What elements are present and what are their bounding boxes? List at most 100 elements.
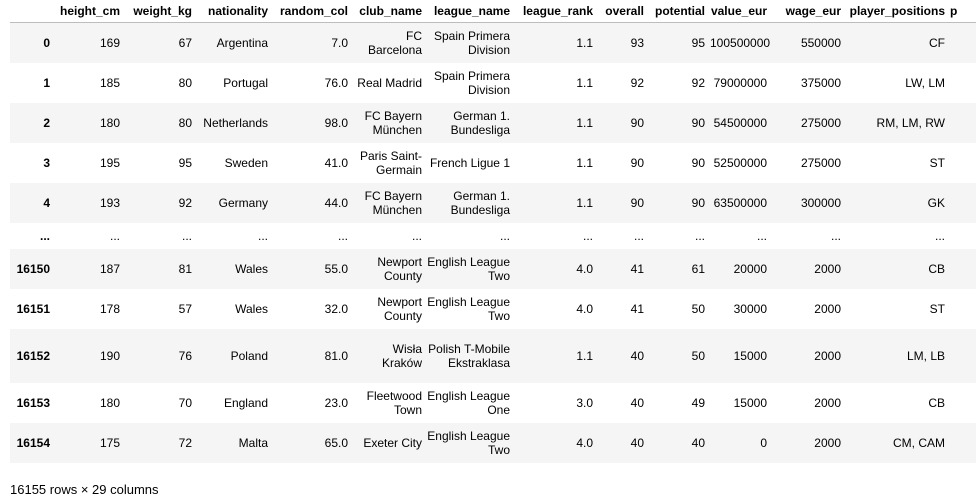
table-cell: 50 xyxy=(691,349,705,363)
table-row: 3 195 95 Sweden 41.0 Paris Saint-Germain Frenc… xyxy=(10,143,976,183)
table-cell: 63500000 xyxy=(713,196,767,210)
table-cell: 275000 xyxy=(800,116,841,130)
table-cell: 3.0 xyxy=(576,396,593,410)
table-row: 16154 175 72 Malta 65.0 Exeter City English Le… xyxy=(10,423,976,463)
table-cell: 1.1 xyxy=(576,116,593,130)
table-cell: 70 xyxy=(178,396,192,410)
table-cell: Paris Saint-Germain xyxy=(359,149,422,177)
row-index: 4 xyxy=(43,196,50,210)
table-cell: English League Two xyxy=(427,295,510,323)
table-cell: Malta xyxy=(238,436,268,450)
table-cell: 90 xyxy=(630,196,644,210)
table-cell-truncated xyxy=(948,143,976,183)
column-header: height_cm xyxy=(53,0,123,23)
dataframe-table: height_cm weight_kg nationality random_c… xyxy=(10,0,976,463)
table-cell: 1.1 xyxy=(576,76,593,90)
table-cell: German 1. Bundesliga xyxy=(450,109,510,137)
table-cell: Real Madrid xyxy=(357,76,422,90)
table-cell: 175 xyxy=(99,436,120,450)
table-cell: Wales xyxy=(235,262,268,276)
column-header: wage_eur xyxy=(770,0,844,23)
table-cell-truncated xyxy=(948,329,976,383)
table-cell: 92 xyxy=(691,76,705,90)
row-index: 3 xyxy=(43,156,50,170)
table-row: ....................................... xyxy=(10,223,976,249)
table-cell: 40 xyxy=(630,349,644,363)
column-header: nationality xyxy=(195,0,271,23)
table-cell: 40 xyxy=(630,396,644,410)
table-cell: 187 xyxy=(99,262,120,276)
column-header: value_eur xyxy=(708,0,770,23)
table-cell: English League Two xyxy=(427,255,510,283)
table-cell: 90 xyxy=(630,156,644,170)
row-index: 16151 xyxy=(16,302,50,316)
table-cell: 1.1 xyxy=(576,36,593,50)
table-cell-truncated xyxy=(948,23,976,64)
row-index: 0 xyxy=(43,36,50,50)
dataframe-container: height_cm weight_kg nationality random_c… xyxy=(10,0,976,463)
table-cell: 92 xyxy=(630,76,644,90)
row-index: 16152 xyxy=(16,349,50,363)
table-cell: 49 xyxy=(691,396,705,410)
table-cell: 20000 xyxy=(733,262,767,276)
header-row: height_cm weight_kg nationality random_c… xyxy=(10,0,976,23)
table-cell: 41 xyxy=(630,262,644,276)
table-cell: ... xyxy=(337,229,348,243)
table-cell: 90 xyxy=(691,196,705,210)
table-cell: 61 xyxy=(691,262,705,276)
table-cell: ... xyxy=(181,229,192,243)
table-cell: 76 xyxy=(178,349,192,363)
table-cell: 300000 xyxy=(800,196,841,210)
table-cell: 80 xyxy=(178,116,192,130)
table-cell: ST xyxy=(929,302,945,316)
table-cell: Fleetwood Town xyxy=(366,389,422,417)
table-cell: Netherlands xyxy=(203,116,268,130)
table-cell: 4.0 xyxy=(576,436,593,450)
table-cell-truncated xyxy=(948,249,976,289)
table-cell: RM, LM, RW xyxy=(876,116,945,130)
table-cell: 40 xyxy=(691,436,705,450)
table-cell: ... xyxy=(934,229,945,243)
table-cell: 55.0 xyxy=(324,262,348,276)
table-cell: FC Bayern München xyxy=(364,109,422,137)
table-cell: 90 xyxy=(691,116,705,130)
table-cell: 81 xyxy=(178,262,192,276)
table-row: 0 169 67 Argentina 7.0 FC Barcelona Spain Prim… xyxy=(10,22,976,64)
table-cell: 54500000 xyxy=(713,116,767,130)
table-cell: 185 xyxy=(99,76,120,90)
table-cell-truncated xyxy=(948,289,976,329)
table-cell: 72 xyxy=(178,436,192,450)
table-cell: English League Two xyxy=(427,429,510,457)
table-row: 16152 190 76 Poland 81.0 Wisła Kraków Polish T… xyxy=(10,329,976,383)
table-row: 2 180 80 Netherlands 98.0 FC Bayern München Ge… xyxy=(10,103,976,143)
table-cell: 40 xyxy=(630,436,644,450)
column-header: league_name xyxy=(425,0,513,23)
table-cell: 275000 xyxy=(800,156,841,170)
table-cell: 4.0 xyxy=(576,262,593,276)
column-header: weight_kg xyxy=(123,0,195,23)
table-cell: 93 xyxy=(630,36,644,50)
table-row: 4 193 92 Germany 44.0 FC Bayern München German… xyxy=(10,183,976,223)
table-cell: 57 xyxy=(178,302,192,316)
table-cell: 92 xyxy=(178,196,192,210)
table-cell: ... xyxy=(411,229,422,243)
table-row: 16151 178 57 Wales 32.0 Newport County English… xyxy=(10,289,976,329)
table-cell: German 1. Bundesliga xyxy=(450,189,510,217)
table-row: 16153 180 70 England 23.0 Fleetwood Town Engli… xyxy=(10,383,976,423)
table-cell: 76.0 xyxy=(324,76,348,90)
table-cell: Wales xyxy=(235,302,268,316)
table-cell: 169 xyxy=(99,36,120,50)
table-cell: 180 xyxy=(99,396,120,410)
table-row: 1 185 80 Portugal 76.0 Real Madrid Spain Prime… xyxy=(10,63,976,103)
table-cell: 50 xyxy=(691,302,705,316)
table-cell: 32.0 xyxy=(324,302,348,316)
table-cell: 7.0 xyxy=(331,36,348,50)
table-cell: ... xyxy=(257,229,268,243)
table-cell: 2000 xyxy=(814,262,841,276)
table-cell: 550000 xyxy=(800,36,841,50)
table-cell: CB xyxy=(928,396,945,410)
table-cell: ST xyxy=(929,156,945,170)
table-cell: Sweden xyxy=(224,156,268,170)
column-header: club_name xyxy=(351,0,425,23)
table-cell: 1.1 xyxy=(576,196,593,210)
